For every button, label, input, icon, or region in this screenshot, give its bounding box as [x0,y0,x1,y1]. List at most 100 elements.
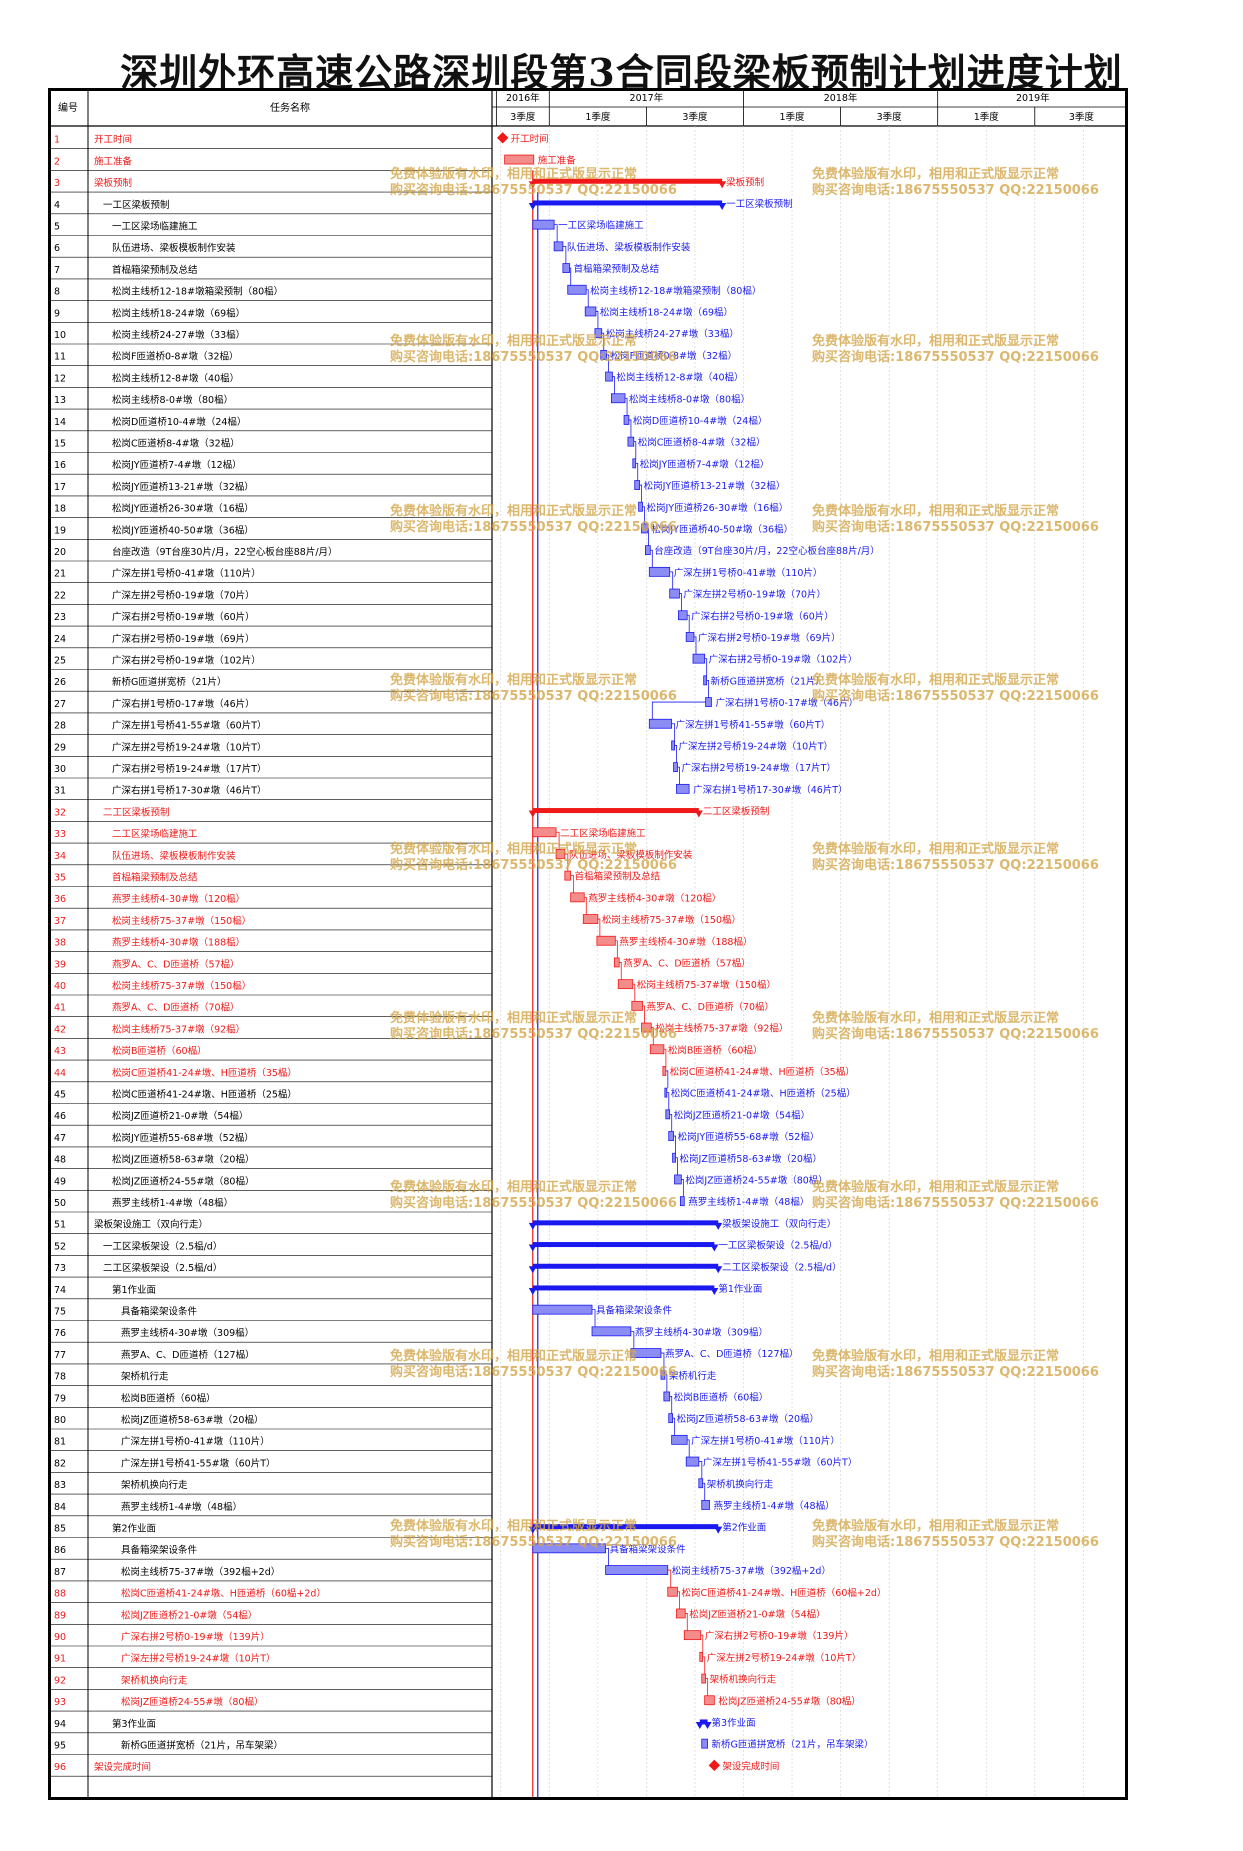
dependency-connector [693,636,697,655]
page-title: 深圳外环高速公路深圳段第3合同段梁板预制计划进度计划 [120,50,1123,95]
task-id: 92 [54,1675,66,1686]
quarter-label: 3季度 [682,111,708,123]
bar-label: 二工区梁板预制 [703,806,770,818]
task-name: 广深左拼1号桥0-41#墩（110片） [112,568,261,580]
bar-label: 第3作业面 [712,1717,756,1729]
gantt-bars: 开工时间施工准备梁板预制一工区梁板预制一工区梁场临建施工队伍进场、梁板模板制作安… [496,132,886,1772]
task-bar [662,1066,667,1076]
summary-bar [532,178,723,184]
task-name: 松岗主线桥75-37#墩（392榀+2d） [121,1566,280,1578]
summary-end-marker [718,202,727,210]
dependency-connector [677,1591,680,1609]
task-id: 5 [54,222,60,233]
task-bar [648,566,671,577]
task-name: 第2作业面 [112,1523,156,1535]
bar-label: 松岗主线桥75-37#墩（92榀） [655,1023,788,1035]
task-id: 1 [54,135,60,146]
task-name: 松岗主线桥75-37#墩（150榀） [112,980,251,992]
task-id: 15 [54,439,66,450]
summary-end-marker [694,810,703,818]
summary-end-marker [714,1266,723,1274]
task-name: 二工区梁板架设（2.5榀/d） [103,1262,222,1274]
task-name: 架桥机换向行走 [121,1674,188,1686]
dependency-connector [705,1678,709,1696]
task-name: 燕罗主线桥1-4#墩（48榀） [112,1197,233,1209]
bar-label: 台座改造（9T台座30片/月，22空心板台座88片/月） [654,545,880,557]
task-name: 第3作业面 [112,1718,156,1730]
year-label: 2017年 [630,92,664,104]
timeline-header: 编号 任务名称 2016年 2017年 2018年 2019年 3季度 1季度 3季度 1季度 3季… [48,88,1128,1800]
bar-label: 松岗主线桥75-37#墩（150榀） [637,979,776,991]
task-bar [699,1651,704,1662]
task-name: 架桥机换向行走 [121,1479,188,1491]
task-name: 松岗D匝道桥10-4#墩（24榀） [112,416,246,428]
task-bar [564,870,572,881]
bar-label: 松岗C匝道桥41-24#墩、H匝道桥（25榀） [671,1088,856,1100]
task-name: 燕罗主线桥4-30#墩（309榀） [121,1327,254,1339]
task-id: 93 [54,1697,66,1708]
task-id: 73 [54,1263,66,1274]
dependency-connector [702,1656,706,1675]
task-bar [668,1413,674,1424]
dependency-connector [633,441,637,459]
bar-label: 松岗主线桥18-24#墩（69榀） [600,306,733,318]
bar-label: 第2作业面 [722,1522,766,1534]
task-id: 19 [54,525,66,536]
task-bar [504,154,535,165]
task-id: 38 [54,938,66,949]
task-name: 松岗C匝道桥41-24#墩、H匝道桥（60榀+2d） [121,1588,326,1600]
task-id: 6 [54,243,60,254]
task-id: 44 [54,1068,66,1079]
year-label: 2018年 [824,92,858,104]
dependency-connector [665,1070,669,1089]
dependency-connector [615,940,618,958]
task-bar [698,1478,704,1489]
summary-start-marker [528,1266,537,1274]
dependency-connector [663,1048,667,1067]
task-name: 第1作业面 [112,1284,156,1296]
task-bar [634,480,640,490]
task-name: 松岗JZ匝道桥21-0#墩（54榀） [112,1110,248,1122]
task-bar [600,349,607,360]
bar-label: 广深左拼1号桥0-41#墩（110片） [674,567,823,579]
task-id: 11 [54,352,66,363]
task-name: 首榀箱梁预制及总结 [112,872,198,884]
task-name: 架桥机行走 [121,1371,169,1383]
bar-label: 广深右拼2号桥0-19#墩（102片） [709,654,858,666]
task-id: 29 [54,742,66,753]
bar-label: 一工区梁场临建施工 [558,220,644,232]
task-name: 具备箱梁架设条件 [121,1544,198,1556]
task-bar [663,1391,671,1402]
task-bar [584,306,597,317]
quarter-label: 3季度 [1069,111,1095,123]
task-name: 松岗主线桥75-37#墩（92榀） [112,1023,245,1035]
task-bar [671,740,675,751]
bar-label: 一工区梁板架设（2.5榀/d） [718,1240,837,1252]
task-id: 8 [54,287,60,298]
task-id: 4 [54,200,60,211]
task-id: 10 [54,330,66,341]
dependency-connector [687,1439,690,1458]
bar-label: 燕罗主线桥1-4#墩（48榀） [688,1196,809,1208]
task-bar [676,1608,686,1619]
task-bar [667,1586,678,1597]
summary-bar [532,1242,715,1248]
summary-start-marker [528,1287,537,1295]
task-bar [645,545,651,556]
dependency-connector [632,983,636,1002]
quarter-label: 3季度 [877,111,903,123]
task-name: 松岗JY匝道桥7-4#墩（12榀） [112,459,242,471]
task-id: 28 [54,721,66,732]
bar-label: 开工时间 [511,133,549,145]
bar-label: 新桥G匝道拼宽桥（21片） [711,675,825,687]
dependency-connector [666,1092,670,1110]
bar-label: 广深左拼1号桥0-41#墩（110片） [691,1435,840,1447]
task-id: 9 [54,308,60,319]
task-rows: 1 开工时间 2 施工准备 3 梁板预制 4 一工区梁板预制 5 一工区梁场临建施工 6 队伍进场、梁… [48,134,492,1777]
task-id: 14 [54,417,66,428]
year-label: 2016年 [506,92,540,104]
task-id: 96 [54,1762,66,1773]
task-name: 松岗主线桥75-37#墩（150榀） [112,915,251,927]
summary-end-marker [718,181,727,189]
task-id: 18 [54,504,66,515]
